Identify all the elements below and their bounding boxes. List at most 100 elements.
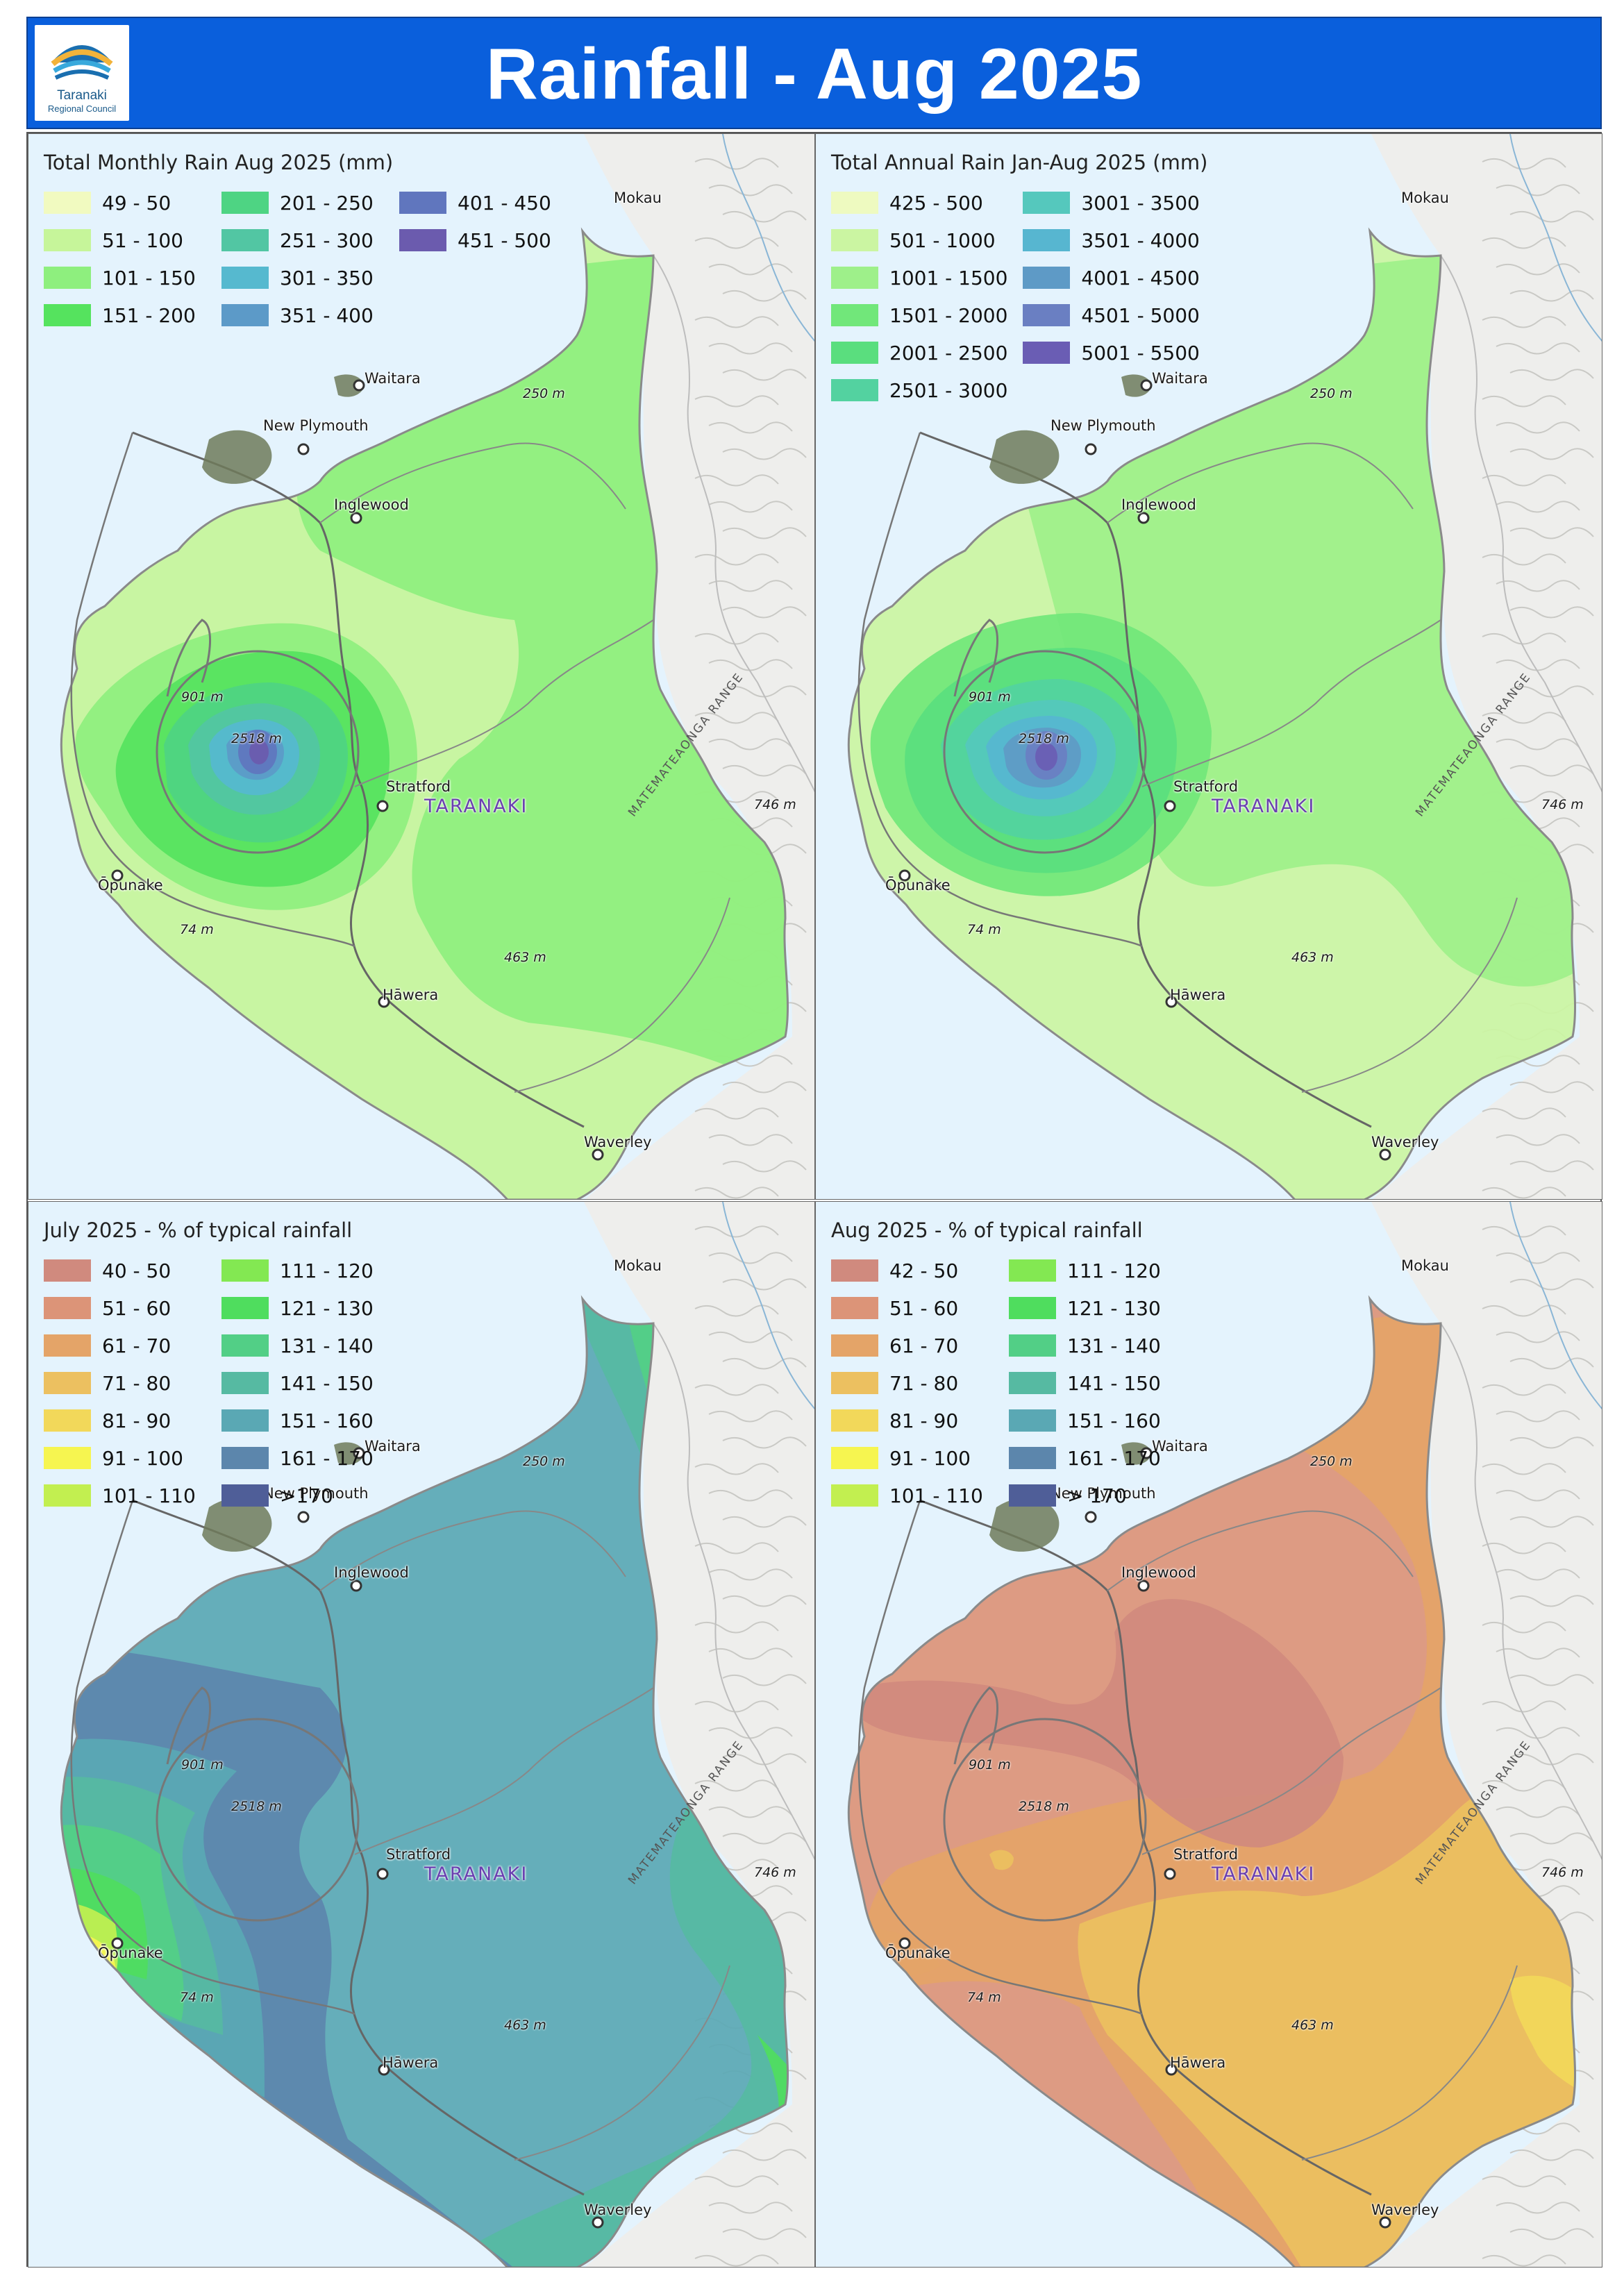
legend-swatch: [221, 1334, 269, 1357]
town-label: Waitara: [1152, 370, 1208, 387]
legend-label: 4001 - 4500: [1081, 266, 1200, 290]
elevation-label: 74 m: [967, 1990, 1001, 2005]
town-label: Stratford: [1173, 778, 1239, 795]
legend-label: 121 - 130: [1067, 1296, 1161, 1320]
map-legend: Total Annual Rain Jan-Aug 2025 (mm) 425 -…: [831, 151, 1207, 409]
legend-title: July 2025 - % of typical rainfall: [44, 1218, 353, 1242]
legend-item: 121 - 130: [1009, 1289, 1171, 1327]
legend-item: 161 - 170: [1009, 1439, 1171, 1477]
legend-label: 201 - 250: [280, 191, 374, 215]
legend-swatch: [831, 1484, 878, 1507]
legend-item: 101 - 110: [44, 1477, 206, 1514]
legend-swatch: [221, 1372, 269, 1394]
town-label: Mokau: [614, 190, 662, 206]
legend-label: 51 - 100: [102, 228, 183, 252]
legend-item: 151 - 200: [44, 296, 206, 334]
elevation-label: 74 m: [180, 922, 214, 937]
legend-label: 151 - 160: [280, 1409, 374, 1432]
legend-swatch: [831, 1372, 878, 1394]
legend-label: 91 - 100: [102, 1446, 183, 1470]
elevation-label: 2518 m: [1019, 1799, 1069, 1814]
legend-swatch: [221, 1409, 269, 1432]
legend-label: 401 - 450: [458, 191, 551, 215]
region-label: TARANAKI: [1212, 796, 1316, 817]
legend-item: 425 - 500: [831, 184, 1007, 221]
elevation-label: 901 m: [181, 1757, 224, 1773]
legend-item: 401 - 450: [399, 184, 562, 221]
legend-item: 301 - 350: [221, 259, 384, 296]
legend-swatch: [44, 229, 91, 251]
legend-item: 51 - 60: [831, 1289, 994, 1327]
town-label: New Plymouth: [1050, 1485, 1156, 1502]
legend-item: 1501 - 2000: [831, 296, 1007, 334]
legend-title: Total Annual Rain Jan-Aug 2025 (mm): [831, 151, 1208, 174]
legend-swatch: [1023, 192, 1071, 214]
legend-swatch: [831, 267, 878, 289]
region-label: TARANAKI: [1212, 1863, 1316, 1885]
legend-item: 101 - 150: [44, 259, 206, 296]
town-label: Ōpunake: [885, 877, 951, 894]
legend-swatch: [44, 192, 91, 214]
legend-swatch: [44, 1334, 91, 1357]
legend-item: > 170: [1009, 1477, 1171, 1514]
elevation-label: 901 m: [181, 689, 224, 705]
legend-label: 151 - 160: [1067, 1409, 1161, 1432]
legend-title: Total Monthly Rain Aug 2025 (mm): [44, 151, 394, 174]
legend-item: 61 - 70: [44, 1327, 206, 1364]
town-label: Ōpunake: [98, 1945, 163, 1961]
elevation-label: 746 m: [1541, 797, 1584, 812]
elevation-label: 463 m: [504, 950, 546, 965]
legend-item: 71 - 80: [831, 1364, 994, 1402]
legend-item: 4001 - 4500: [1023, 259, 1200, 296]
legend-label: 42 - 50: [889, 1259, 959, 1282]
legend-item: 40 - 50: [44, 1252, 206, 1289]
elevation-label: 463 m: [504, 2018, 546, 2033]
legend-swatch: [831, 229, 878, 251]
elevation-label: 2518 m: [231, 731, 282, 746]
legend-swatch: [831, 304, 878, 326]
town-label: Inglewood: [1121, 496, 1196, 513]
legend-label: 141 - 150: [1067, 1371, 1161, 1395]
legend-label: 5001 - 5500: [1081, 341, 1200, 364]
legend-item: 81 - 90: [831, 1402, 994, 1439]
town-label: Mokau: [1401, 190, 1449, 206]
legend-item: 151 - 160: [221, 1402, 384, 1439]
legend-title: Aug 2025 - % of typical rainfall: [831, 1218, 1143, 1242]
legend-label: 1501 - 2000: [889, 303, 1008, 327]
town-label: Stratford: [386, 1846, 451, 1863]
legend-item: >170: [221, 1477, 384, 1514]
legend-item: 141 - 150: [221, 1364, 384, 1402]
legend-swatch: [399, 229, 446, 251]
legend-swatch: [831, 1409, 878, 1432]
town-label: Waverley: [1371, 1134, 1439, 1150]
legend-swatch: [831, 192, 878, 214]
legend-item: 81 - 90: [44, 1402, 206, 1439]
legend-label: 501 - 1000: [889, 228, 996, 252]
town-label: Inglewood: [1121, 1564, 1196, 1581]
legend-label: 131 - 140: [1067, 1334, 1161, 1357]
elevation-label: 901 m: [969, 1757, 1011, 1773]
rainfall-map: [816, 134, 1602, 1199]
town-label: Waitara: [365, 1438, 421, 1455]
legend-label: 111 - 120: [1067, 1259, 1161, 1282]
legend-swatch: [1023, 342, 1071, 364]
legend-item: 161 - 170: [221, 1439, 384, 1477]
legend-label: 425 - 500: [889, 191, 983, 215]
legend-swatch: [1009, 1297, 1056, 1319]
elevation-label: 74 m: [967, 922, 1001, 937]
map-legend: Aug 2025 - % of typical rainfall 42 - 50 5…: [831, 1218, 1171, 1514]
elevation-label: 250 m: [1310, 1454, 1353, 1469]
legend-label: 51 - 60: [102, 1296, 171, 1320]
legend-label: 1001 - 1500: [889, 266, 1008, 290]
legend-label: 161 - 170: [1067, 1446, 1161, 1470]
legend-swatch: [1009, 1259, 1056, 1282]
legend-swatch: [1009, 1334, 1056, 1357]
legend-swatch: [399, 192, 446, 214]
legend-item: 2501 - 3000: [831, 371, 1007, 409]
region-label: TARANAKI: [424, 796, 528, 817]
legend-label: 71 - 80: [102, 1371, 171, 1395]
elevation-label: 463 m: [1291, 2018, 1334, 2033]
town-label: Hāwera: [1170, 987, 1226, 1003]
legend-swatch: [44, 1447, 91, 1469]
legend-item: 1001 - 1500: [831, 259, 1007, 296]
